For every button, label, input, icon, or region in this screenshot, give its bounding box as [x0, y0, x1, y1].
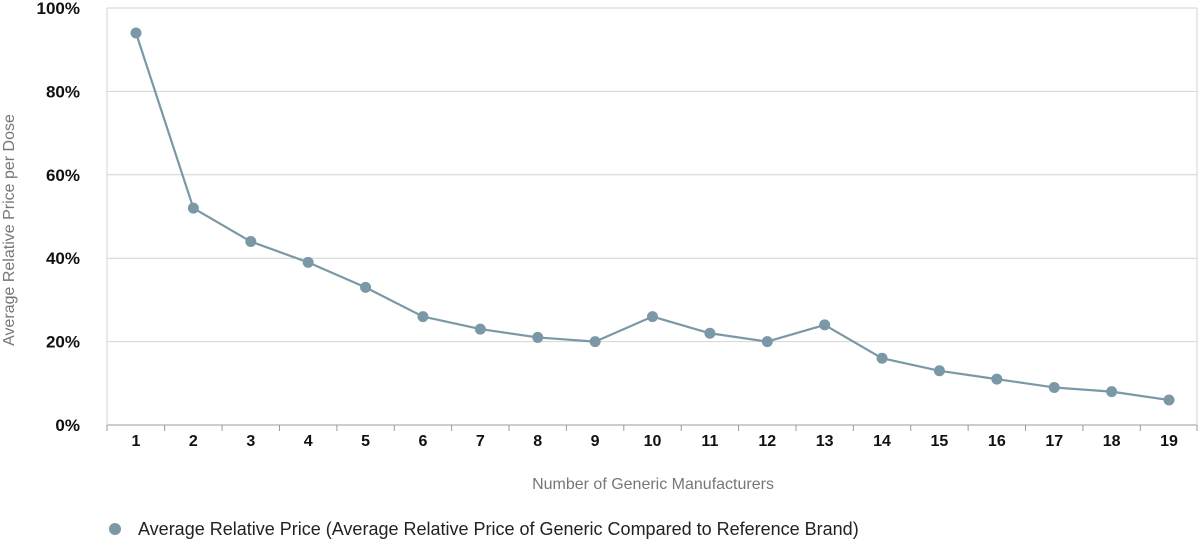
legend-marker	[109, 523, 121, 535]
y-tick-labels: 0% 20% 40% 60% 80% 100%	[37, 0, 80, 435]
data-point	[187, 202, 199, 214]
data-point	[245, 236, 257, 248]
legend: Average Relative Price (Average Relative…	[109, 519, 859, 539]
data-point	[647, 311, 658, 323]
data-point	[589, 336, 601, 348]
x-tick-label: 4	[304, 433, 313, 450]
data-point	[1106, 386, 1118, 398]
series-layer	[130, 27, 1175, 406]
data-point	[704, 327, 716, 339]
data-point	[302, 256, 314, 268]
x-tick-label: 9	[591, 433, 600, 450]
x-tick-label: 6	[418, 433, 427, 450]
x-tick-label: 3	[246, 433, 255, 450]
data-point	[819, 319, 831, 331]
series-line	[134, 32, 1170, 402]
data-point	[417, 311, 429, 323]
x-tick-labels: 1 2 3 4 5 6 7 8 9 10 11 12 13 14 15 16 17 18 19	[132, 433, 1178, 450]
x-tick-label: 1	[132, 433, 141, 450]
y-tick-label: 80%	[46, 82, 80, 101]
data-point	[1163, 394, 1175, 406]
y-tick-label: 0%	[55, 416, 80, 435]
legend-label: Average Relative Price (Average Relative…	[138, 519, 859, 539]
x-axis-title: Number of Generic Manufacturers	[532, 476, 774, 493]
y-tick-label: 100%	[37, 0, 80, 18]
x-tick-label: 14	[873, 433, 891, 450]
data-point	[761, 336, 773, 348]
grid-lines	[106, 7, 1198, 431]
data-point	[1048, 381, 1060, 393]
data-point	[532, 331, 544, 343]
x-tick-label: 7	[476, 433, 485, 450]
x-tick-label: 13	[816, 433, 834, 450]
y-tick-label: 40%	[46, 249, 80, 268]
x-tick-label: 17	[1045, 433, 1063, 450]
data-point	[991, 373, 1003, 385]
x-tick-label: 10	[644, 433, 662, 450]
y-tick-label: 60%	[46, 166, 80, 185]
x-tick-label: 2	[189, 433, 198, 450]
x-tick-label: 8	[533, 433, 542, 450]
x-tick-label: 16	[988, 433, 1006, 450]
data-point	[360, 281, 372, 293]
data-point	[130, 27, 142, 39]
data-point	[474, 323, 486, 335]
x-tick-label: 18	[1103, 433, 1121, 450]
x-tick-label: 12	[758, 433, 776, 450]
x-tick-label: 11	[701, 433, 718, 450]
x-tick-label: 15	[931, 433, 949, 450]
x-tick-label: 19	[1160, 433, 1178, 450]
data-point	[876, 352, 888, 364]
y-axis-title: Average Relative Price per Dose	[1, 114, 18, 346]
data-point	[933, 365, 945, 377]
y-tick-label: 20%	[46, 333, 80, 352]
x-tick-label: 5	[361, 433, 370, 450]
